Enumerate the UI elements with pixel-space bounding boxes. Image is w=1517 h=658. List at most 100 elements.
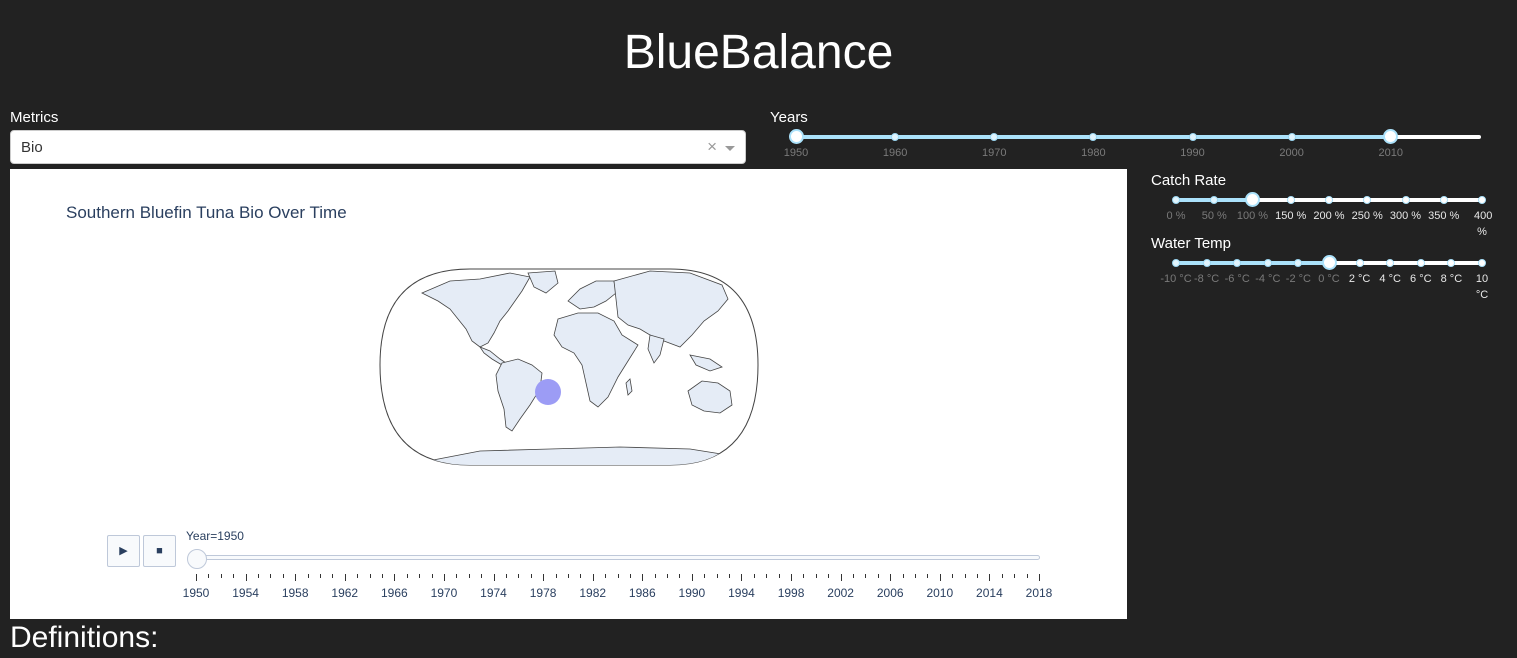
- year-slider-tick: [493, 574, 495, 581]
- year-slider-tick: [530, 574, 532, 578]
- year-slider-label: 1982: [579, 586, 607, 600]
- catch-rate-mark-label: 250 %: [1351, 210, 1383, 222]
- year-slider-label: 1974: [480, 586, 507, 600]
- catch-rate-dot: [1172, 196, 1180, 204]
- catch-rate-mark-label: 150 %: [1275, 210, 1307, 222]
- years-handle[interactable]: [1383, 129, 1399, 144]
- clear-icon[interactable]: ×: [707, 137, 717, 156]
- metrics-label: Metrics: [10, 109, 59, 126]
- years-mark-label: 1970: [982, 147, 1007, 159]
- water-temp-handle[interactable]: [1321, 255, 1337, 270]
- stop-icon: ■: [156, 545, 163, 557]
- year-slider-label: 2018: [1025, 586, 1053, 600]
- years-dot: [990, 133, 999, 141]
- catch-rate-dot: [1439, 196, 1448, 204]
- year-slider-tick: [741, 574, 743, 581]
- metrics-selected-value: Bio: [21, 139, 43, 156]
- year-slider-tick: [406, 574, 408, 578]
- chevron-down-icon[interactable]: [725, 146, 735, 151]
- metrics-dropdown[interactable]: Bio ×: [10, 130, 746, 164]
- year-slider-tick: [196, 574, 197, 581]
- water-temp-mark-label: 0 °C: [1318, 273, 1340, 285]
- year-slider-tick: [753, 574, 755, 578]
- year-slider-tick: [419, 574, 421, 578]
- year-slider-tick: [605, 574, 607, 578]
- year-slider-tick: [952, 574, 954, 578]
- year-slider-tick: [518, 574, 520, 578]
- year-slider-tick: [927, 574, 929, 578]
- page-title: BlueBalance: [623, 26, 894, 79]
- catch-rate-dot: [1286, 196, 1295, 204]
- chart-title: Southern Bluefin Tuna Bio Over Time: [66, 203, 347, 222]
- water-temp-mark-label: 4 °C: [1379, 273, 1401, 285]
- year-slider-tick: [729, 574, 731, 578]
- water-temp-label: Water Temp: [1151, 235, 1232, 252]
- years-handle[interactable]: [788, 129, 804, 144]
- water-temp-mark-label: 6 °C: [1410, 273, 1432, 285]
- water-temp-dot: [1478, 259, 1486, 267]
- year-slider-tick: [369, 574, 371, 578]
- year-slider-label: 1958: [281, 586, 309, 600]
- water-temp-mark-label: -2 °C: [1285, 273, 1311, 285]
- catch-rate-handle[interactable]: [1245, 192, 1260, 207]
- year-slider-tick: [543, 574, 545, 581]
- water-temp-track-fill: [1176, 261, 1329, 265]
- year-slider-label: 2002: [827, 586, 854, 600]
- years-mark-label: 1980: [1081, 147, 1106, 159]
- year-slider-label: 1950: [182, 586, 210, 600]
- africa: [553, 312, 639, 408]
- years-mark-label: 2000: [1279, 147, 1304, 159]
- year-slider-tick: [431, 574, 433, 578]
- definitions-heading: Definitions:: [10, 621, 159, 654]
- water-temp-dot: [1416, 259, 1425, 267]
- year-slider-tick: [865, 574, 867, 578]
- year-slider-tick: [915, 574, 917, 578]
- year-slider-label: 1998: [777, 586, 805, 600]
- catch-rate-label: Catch Rate: [1151, 172, 1227, 189]
- catch-rate-dot: [1478, 196, 1486, 204]
- years-dot: [1188, 133, 1197, 141]
- play-button[interactable]: ▶: [107, 535, 140, 567]
- year-slider-label: 2006: [876, 586, 904, 600]
- year-slider-tick: [381, 574, 383, 578]
- catch-rate-mark-label: 200 %: [1313, 210, 1345, 222]
- year-slider-tick: [890, 574, 892, 581]
- year-slider-tick: [964, 574, 966, 578]
- year-slider-tick: [667, 574, 669, 578]
- year-slider-tick: [642, 574, 644, 581]
- year-slider-handle[interactable]: [187, 549, 207, 569]
- year-slider-tick: [853, 574, 855, 578]
- year-slider-tick: [1014, 574, 1016, 578]
- water-temp-dot: [1355, 259, 1364, 267]
- world-map[interactable]: [10, 169, 1127, 619]
- slider-current-value: Year=1950: [186, 529, 244, 543]
- year-slider-tick: [815, 574, 817, 578]
- year-slider-label: 1962: [331, 586, 359, 600]
- catch-rate-mark-label: 350 %: [1428, 210, 1460, 222]
- year-slider-tick: [1026, 574, 1028, 578]
- play-icon: ▶: [119, 545, 128, 557]
- year-slider-tick: [939, 574, 941, 581]
- year-slider-tick: [344, 574, 346, 581]
- water-temp-dot: [1447, 259, 1456, 267]
- year-slider-tick: [989, 574, 991, 581]
- land-masses: [419, 270, 751, 465]
- water-temp-dot: [1294, 259, 1303, 267]
- north-america: [421, 272, 531, 348]
- year-slider-tick: [282, 574, 284, 578]
- year-slider-tick: [592, 574, 594, 581]
- year-slider-label: 1978: [529, 586, 557, 600]
- stop-button[interactable]: ■: [143, 535, 176, 567]
- year-slider-tick: [332, 574, 334, 578]
- year-slider-tick: [629, 574, 631, 578]
- australia: [687, 380, 733, 414]
- year-slider-tick: [803, 574, 805, 578]
- years-dot: [891, 133, 900, 141]
- year-slider-tick: [233, 574, 235, 578]
- madagascar: [625, 378, 633, 396]
- year-slider-rail[interactable]: [188, 555, 1040, 560]
- water-temp-mark-label: -4 °C: [1255, 273, 1281, 285]
- se-asia: [689, 354, 723, 372]
- water-temp-mark-label: 10 °C: [1475, 273, 1489, 301]
- catch-rate-mark-label: 400 %: [1474, 210, 1493, 238]
